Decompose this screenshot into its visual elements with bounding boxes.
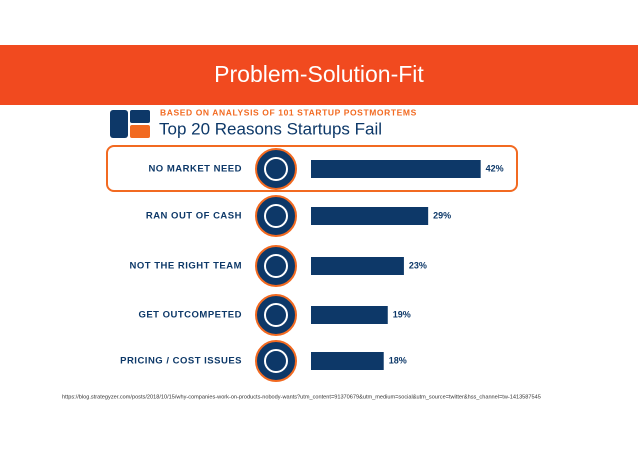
chart: NO MARKET NEED 42% RAN OUT OF CASH 29% NOT T…: [120, 148, 504, 382]
icon-detail: [264, 204, 288, 228]
logo-block: [130, 125, 150, 138]
icon-detail: [264, 254, 288, 278]
icon: [255, 294, 297, 336]
value-label: 19%: [393, 309, 411, 319]
icon: [255, 245, 297, 287]
bar: [311, 207, 429, 225]
icon: [255, 148, 297, 190]
bar: [311, 160, 481, 178]
highlight-box: [106, 145, 518, 192]
source-url: https://blog.strategyzer.com/posts/2018/…: [62, 394, 541, 400]
icon: [255, 195, 297, 237]
value-label: 23%: [409, 260, 427, 270]
logo-block: [130, 110, 150, 123]
value-label: 18%: [389, 355, 407, 365]
icon: [255, 340, 297, 382]
value-label: 42%: [486, 163, 504, 173]
category-label: NOT THE RIGHT TEAM: [130, 261, 242, 272]
slide-title: Problem-Solution-Fit: [214, 61, 424, 87]
icon-detail: [264, 157, 288, 181]
category-label: RAN OUT OF CASH: [146, 211, 242, 222]
logo: [110, 110, 150, 138]
bar: [311, 257, 404, 275]
logo-block: [110, 110, 128, 138]
bar: [311, 306, 388, 324]
bar: [311, 352, 384, 370]
icon-detail: [264, 303, 288, 327]
category-label: GET OUTCOMPETED: [138, 310, 242, 321]
icon-detail: [264, 349, 288, 373]
category-label: NO MARKET NEED: [148, 164, 242, 175]
banner: [0, 45, 638, 105]
value-label: 29%: [433, 210, 451, 220]
category-label: PRICING / COST ISSUES: [120, 356, 242, 367]
chart-subtitle: BASED ON ANALYSIS OF 101 STARTUP POSTMOR…: [160, 107, 417, 117]
chart-title: Top 20 Reasons Startups Fail: [159, 119, 382, 138]
